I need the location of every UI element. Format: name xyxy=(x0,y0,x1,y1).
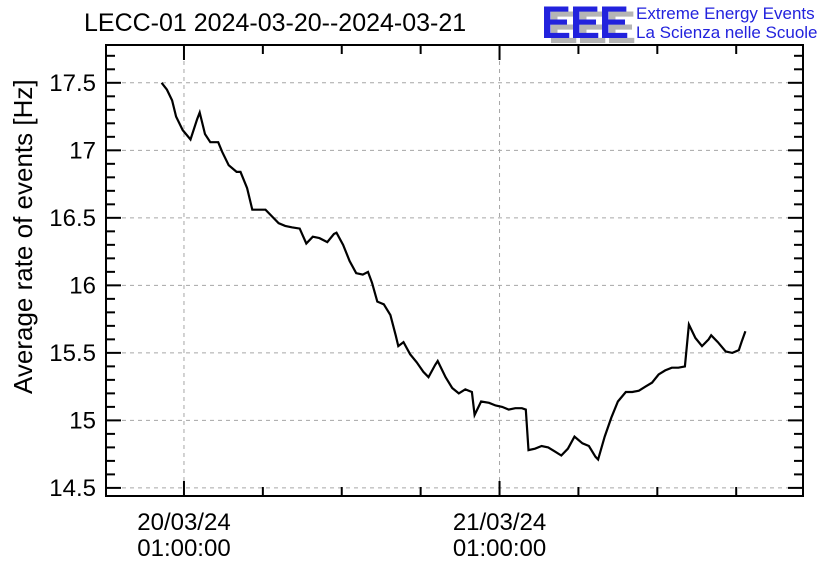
x-tick-label: 20/03/24 01:00:00 xyxy=(137,509,230,562)
rate-line xyxy=(160,82,747,462)
y-tick-label: 15.5 xyxy=(49,340,96,367)
eee-logo-line1: Extreme Energy Events xyxy=(636,4,815,23)
y-tick-label: 17 xyxy=(69,137,96,164)
y-tick-label: 16.5 xyxy=(49,205,96,232)
y-tick-label: 15 xyxy=(69,407,96,434)
eee-logo-line2: La Scienza nelle Scuole xyxy=(636,23,818,42)
chart-title: LECC-01 2024-03-20--2024-03-21 xyxy=(84,9,467,37)
eee-logo-acronym: EEE xyxy=(541,0,629,48)
y-tick-label: 16 xyxy=(69,272,96,299)
eee-logo: EEE Extreme Energy Events La Scienza nel… xyxy=(541,0,818,48)
eee-logo-text: Extreme Energy Events La Scienza nelle S… xyxy=(636,1,817,42)
y-tick-label: 14.5 xyxy=(49,475,96,502)
y-tick-label: 17.5 xyxy=(49,70,96,97)
plot-frame xyxy=(105,44,804,497)
x-tick-label: 21/03/24 01:00:00 xyxy=(453,509,546,562)
